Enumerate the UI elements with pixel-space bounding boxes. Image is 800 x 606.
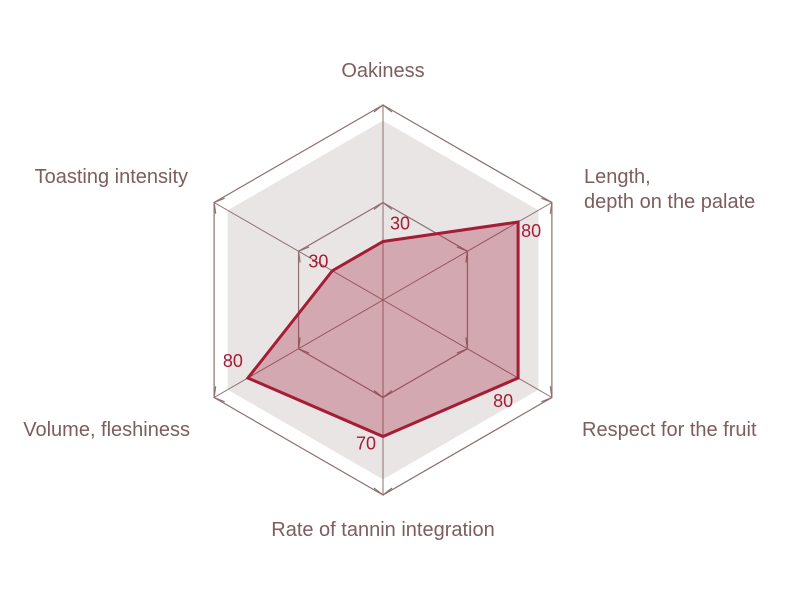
- grid-tick: [297, 337, 310, 354]
- axis-label: Oakiness: [341, 60, 425, 82]
- grid-tick: [213, 197, 225, 214]
- value-label: 80: [493, 391, 513, 411]
- value-label: 80: [223, 351, 243, 371]
- value-label: 70: [356, 433, 376, 453]
- axis-label: Respect for the fruit: [582, 419, 757, 441]
- axis-label: Length, depth on the palate: [584, 166, 756, 213]
- grid-tick: [541, 386, 553, 403]
- grid-tick: [456, 337, 469, 354]
- grid-tick: [373, 487, 393, 496]
- value-label: 80: [521, 221, 541, 241]
- axis-label: Rate of tannin integration: [271, 519, 495, 541]
- axis-label: Toasting intensity: [34, 166, 188, 188]
- grid-tick: [373, 390, 393, 399]
- grid-tick: [373, 104, 393, 113]
- grid-tick: [297, 246, 310, 263]
- value-label: 30: [308, 252, 328, 272]
- grid-tick: [456, 246, 469, 263]
- grid-tick: [541, 197, 553, 214]
- value-label: 30: [390, 213, 410, 233]
- grid-tick: [373, 201, 393, 210]
- grid-tick: [213, 386, 225, 403]
- axis-label: Volume, fleshiness: [23, 419, 190, 441]
- data-area: [245, 220, 520, 439]
